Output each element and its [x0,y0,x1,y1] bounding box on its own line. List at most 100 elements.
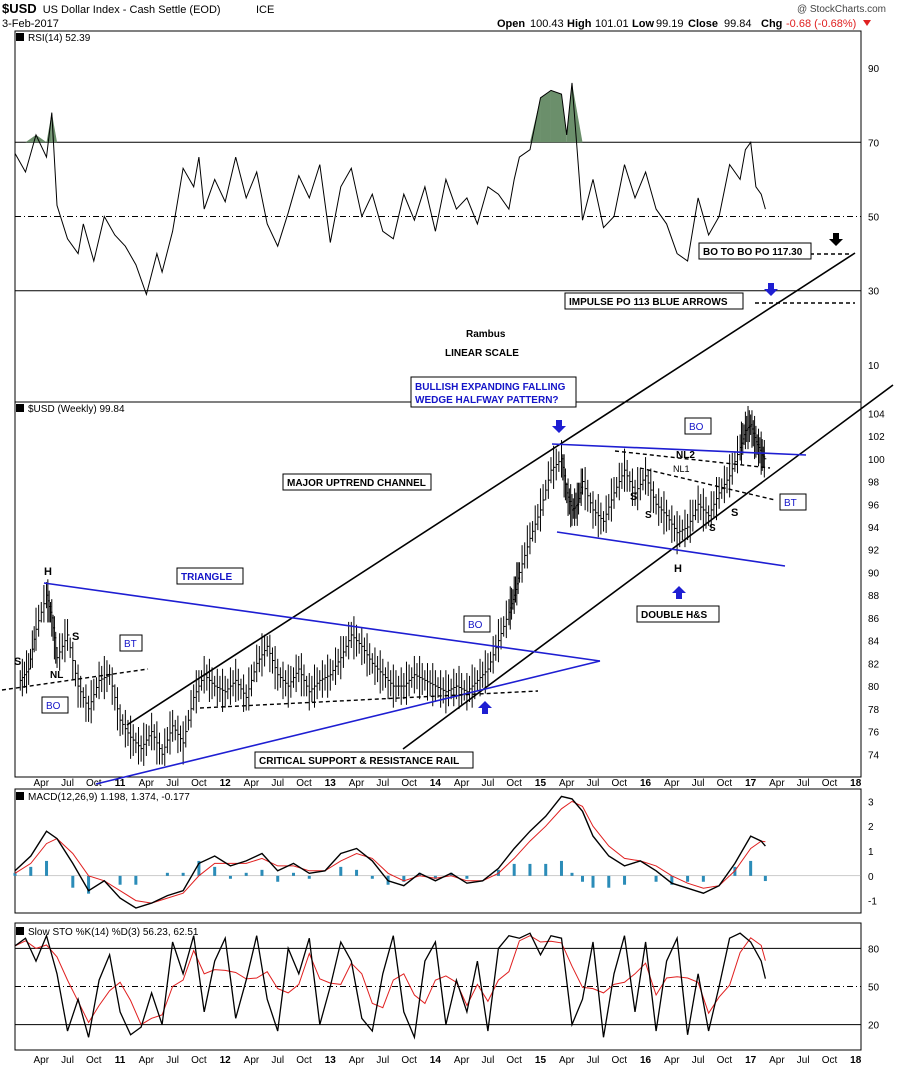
chart-annotation: S [72,631,79,643]
macd-hist-bar [623,875,627,885]
annotation-box [463,615,491,633]
x-tick-label: Apr [769,778,785,789]
macd-hist-bar [87,875,91,894]
macd-hist-bar [260,869,264,876]
x-tick-label: 18 [850,778,862,789]
chart-annotation: WEDGE HALFWAY PATTERN? [415,395,559,406]
arrow-down-icon [764,283,778,296]
high-label: High [567,18,592,30]
chart-annotation: BO [468,620,483,631]
rsi-overbought-fill [540,90,551,143]
price-tick-label: 98 [868,478,880,489]
macd-hist-bar [465,875,469,879]
x-tick-label: Apr [33,778,49,789]
annotation-box [684,417,712,435]
macd-hist-bar [686,875,690,882]
price-tick-label: 88 [868,591,880,602]
macd-hist-bar [45,860,49,876]
chart-annotation: BT [784,498,797,509]
x-tick-label: Apr [664,778,680,789]
price-tick-label: 94 [868,523,880,534]
price-tick-label: 96 [868,500,880,511]
x-tick-label: Oct [822,1055,838,1066]
x-tick-label: Oct [822,778,838,789]
price-tick-label: 104 [868,409,885,420]
x-tick-label: 14 [430,778,442,789]
macd-hist-bar [581,875,585,882]
trend-line [199,690,539,709]
chart-annotation: CRITICAL SUPPORT & RESISTANCE RAIL [259,756,459,767]
x-tick-label: 12 [220,1055,232,1066]
arrow-up-icon [478,701,492,714]
macd-hist-bar [355,869,359,876]
x-tick-label: Apr [559,778,575,789]
chart-annotation: BO [46,701,61,712]
x-tick-label: 15 [535,1055,547,1066]
chart-annotation: S [645,510,652,521]
macd-hist-bar [197,860,201,876]
x-tick-label: Jul [271,778,284,789]
macd-hist-bar [71,875,75,888]
macd-line [14,795,766,909]
x-tick-label: Apr [769,1055,785,1066]
arrow-down-icon [829,233,843,246]
macd-hist-bar [528,863,532,876]
x-tick-label: Jul [587,778,600,789]
macd-tick-label: 0 [868,872,874,883]
x-tick-label: Apr [664,1055,680,1066]
exchange-label: ICE [256,4,274,16]
x-tick-label: 18 [850,1055,862,1066]
x-tick-label: Jul [482,1055,495,1066]
macd-hist-bar [591,875,595,888]
macd-hist-bar [291,872,295,876]
annotation-box [636,605,720,623]
sto-tick-label: 50 [868,983,880,994]
symbol-label: $USD [2,1,37,16]
chart-annotation: Rambus [466,329,506,340]
macd-hist-bar [13,872,17,876]
x-tick-label: Oct [717,778,733,789]
chart-annotation: NL [50,670,63,681]
trend-line [556,531,786,567]
macd-hist-bar [339,866,343,876]
chart-annotation: IMPULSE PO 113 BLUE ARROWS [569,297,728,308]
x-tick-label: Apr [244,1055,260,1066]
rsi-tick-label: 90 [868,64,880,75]
sto-tick-label: 20 [868,1021,880,1032]
x-tick-label: Oct [86,778,102,789]
macd-hist-bar [607,875,611,888]
chart-annotation: H [674,563,682,575]
x-tick-label: Jul [797,1055,810,1066]
trend-line [43,582,601,662]
x-tick-label: Oct [296,1055,312,1066]
x-tick-label: Oct [86,1055,102,1066]
arrow-down-icon [552,420,566,433]
x-tick-label: Apr [559,1055,575,1066]
low-value: 99.19 [656,18,684,30]
trend-line [95,660,601,785]
instrument-name: US Dollar Index - Cash Settle (EOD) [43,4,221,16]
trend-line [126,252,856,726]
sto-legend-swatch [16,927,24,935]
x-tick-label: 17 [745,1055,757,1066]
chart-annotation: BO [689,422,704,433]
x-tick-label: Jul [797,778,810,789]
chart-annotation: BT [124,639,137,650]
annotation-box [564,292,744,310]
macd-hist-bar [763,875,767,882]
x-tick-label: Apr [139,1055,155,1066]
price-tick-label: 78 [868,705,880,716]
chart-annotation: NL2 [676,450,695,461]
price-tick-label: 90 [868,568,880,579]
chart-annotation: S [709,523,716,534]
chart-annotation: DOUBLE H&S [641,610,707,621]
annotation-box [698,242,812,260]
chg-label: Chg [761,18,782,30]
price-title: $USD (Weekly) 99.84 [28,404,125,415]
x-tick-label: 16 [640,1055,652,1066]
annotation-box [779,493,807,511]
x-tick-label: Jul [692,1055,705,1066]
chart-annotation: H [44,566,52,578]
price-tick-label: 100 [868,455,885,466]
price-tick-label: 86 [868,614,880,625]
